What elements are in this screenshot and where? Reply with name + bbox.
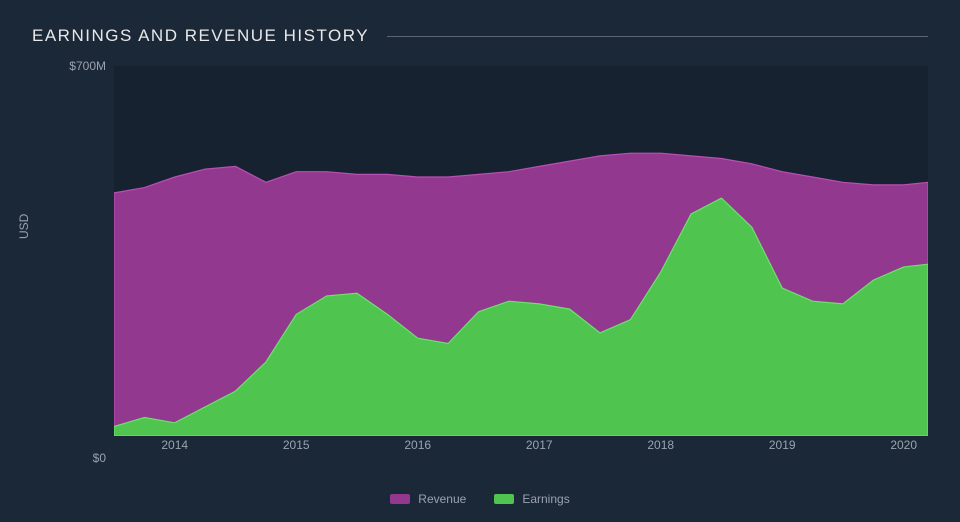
- x-tick: 2017: [526, 438, 553, 452]
- legend-swatch: [494, 494, 514, 504]
- chart-title: EARNINGS AND REVENUE HISTORY: [32, 26, 369, 46]
- x-axis-ticks: 2014 2015 2016 2017 2018 2019 2020: [114, 438, 928, 458]
- x-tick: 2018: [647, 438, 674, 452]
- legend: Revenue Earnings: [32, 492, 928, 506]
- legend-swatch: [390, 494, 410, 504]
- chart-area: USD $700M $0 201420152016201720182019202…: [32, 66, 928, 458]
- x-tick: 2016: [404, 438, 431, 452]
- legend-label: Earnings: [522, 492, 569, 506]
- legend-item-revenue: Revenue: [390, 492, 466, 506]
- y-axis-ticks: $700M $0: [32, 66, 114, 458]
- y-tick: $0: [93, 451, 106, 465]
- legend-item-earnings: Earnings: [494, 492, 569, 506]
- plot-svg: [114, 66, 928, 436]
- legend-label: Revenue: [418, 492, 466, 506]
- plot-region: 2014201520162017201820192020: [114, 66, 928, 436]
- x-tick: 2019: [769, 438, 796, 452]
- x-tick: 2020: [890, 438, 917, 452]
- title-row: EARNINGS AND REVENUE HISTORY: [32, 26, 928, 46]
- x-tick: 2014: [161, 438, 188, 452]
- title-divider: [387, 36, 928, 37]
- y-tick: $700M: [69, 59, 106, 73]
- y-axis-label: USD: [17, 214, 31, 239]
- x-tick: 2015: [283, 438, 310, 452]
- chart-container: EARNINGS AND REVENUE HISTORY USD $700M $…: [0, 0, 960, 522]
